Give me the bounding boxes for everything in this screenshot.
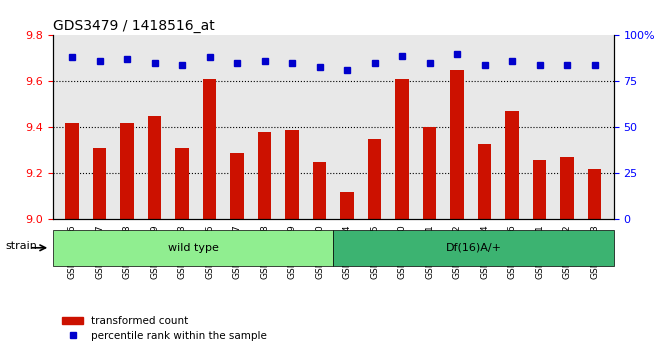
FancyBboxPatch shape <box>333 230 614 266</box>
Bar <box>230 153 244 219</box>
Bar <box>368 139 381 219</box>
Text: wild type: wild type <box>168 243 218 253</box>
Bar <box>533 160 546 219</box>
Bar <box>395 79 409 219</box>
Text: Df(16)A/+: Df(16)A/+ <box>446 243 502 253</box>
Bar <box>450 70 464 219</box>
Bar <box>505 111 519 219</box>
Text: strain: strain <box>5 241 37 251</box>
Text: GDS3479 / 1418516_at: GDS3479 / 1418516_at <box>53 19 214 33</box>
Bar <box>65 123 79 219</box>
Bar <box>560 158 574 219</box>
Bar <box>340 192 354 219</box>
Bar <box>257 132 271 219</box>
Bar <box>148 116 162 219</box>
FancyBboxPatch shape <box>53 230 333 266</box>
Bar <box>478 144 492 219</box>
Bar <box>203 79 216 219</box>
Bar <box>175 148 189 219</box>
Bar <box>120 123 134 219</box>
Bar <box>587 169 601 219</box>
Bar <box>313 162 327 219</box>
Bar <box>92 148 106 219</box>
Bar <box>285 130 299 219</box>
Bar <box>422 127 436 219</box>
Legend: transformed count, percentile rank within the sample: transformed count, percentile rank withi… <box>58 312 271 345</box>
